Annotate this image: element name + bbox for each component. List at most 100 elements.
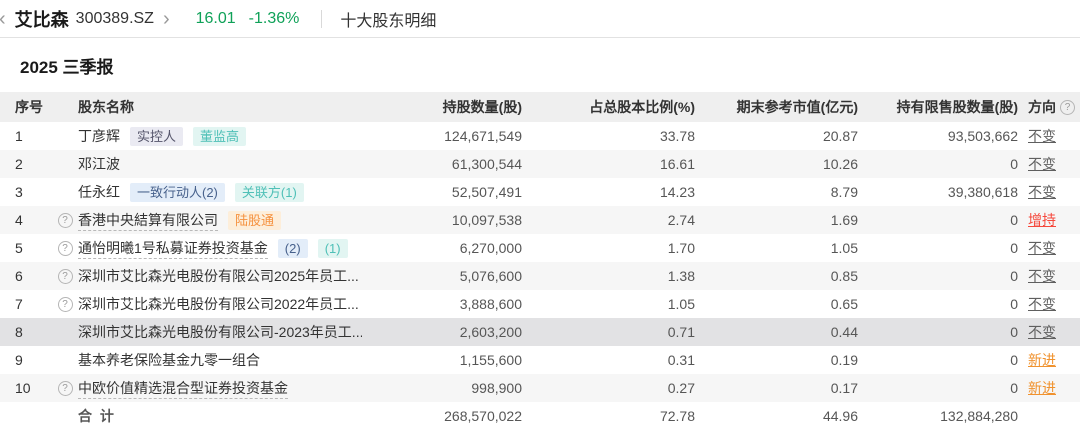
shareholder-name[interactable]: 香港中央結算有限公司 [78,210,218,231]
shareholder-tag: 一致行动人(2) [130,182,225,202]
table-row[interactable]: 7 ? 深圳市艾比森光电股份有限公司2022年员工... 3,888,600 1… [0,290,1080,318]
row-index: 10 [15,380,31,396]
help-icon[interactable]: ? [57,212,73,228]
market-value: 8.79 [830,184,858,200]
help-icon[interactable]: ? [57,296,73,312]
row-index: 7 [15,296,23,312]
shareholder-tag: 关联方(1) [234,182,304,202]
direction-link[interactable]: 不变 [1028,324,1056,340]
shares-held: 5,076,600 [459,268,522,284]
shareholder-name[interactable]: 中欧价值精选混合型证券投资基金 [78,378,288,399]
row-index: 3 [15,184,23,200]
help-icon[interactable]: ? [57,240,73,256]
pct-of-total: 33.78 [659,128,695,144]
direction-link[interactable]: 不变 [1028,156,1056,172]
shares-held: 3,888,600 [459,296,522,312]
back-chevron-icon[interactable]: ‹ [0,9,6,29]
report-period-title: 2025 三季报 [20,58,114,77]
pct-of-total: 16.61 [659,156,695,172]
row-index: 5 [15,240,23,256]
market-value: 0.44 [830,324,858,340]
shareholder-name: 基本养老保险基金九零一组合 [78,352,260,368]
stock-name: 艾比森 [14,9,69,30]
shareholder-tag: 陆股通 [228,210,282,230]
col-header-direction-label: 方向 [1028,99,1056,115]
forward-chevron-icon[interactable]: › [162,7,170,30]
shares-held: 998,900 [471,380,522,396]
shares-held: 1,155,600 [459,352,522,368]
restricted-shares: 0 [1010,352,1018,368]
table-header-row: 序号 股东名称 持股数量(股) 占总股本比例(%) 期末参考市值(亿元) 持有限… [0,92,1080,122]
table-row[interactable]: 6 ? 深圳市艾比森光电股份有限公司2025年员工... 5,076,600 1… [0,262,1080,290]
pct-of-total: 2.74 [667,212,695,228]
restricted-shares: 0 [1010,212,1018,228]
table-row[interactable]: 9 ? 基本养老保险基金九零一组合 1,155,600 0.31 0.19 0 … [0,346,1080,374]
table-row[interactable]: 3 ? 任永红 一致行动人(2)关联方(1) 52,507,491 14.23 … [0,178,1080,206]
direction-link[interactable]: 不变 [1028,268,1056,284]
pct-of-total: 1.38 [667,268,695,284]
col-header-restricted: 持有限售股数量(股) [896,99,1018,115]
table-row[interactable]: 5 ? 通怡明曦1号私募证券投资基金 (2) (1) 6,270,000 1.70… [0,234,1080,262]
shareholder-tag: (2) [277,238,308,258]
help-icon[interactable]: ? [57,380,73,396]
restricted-shares: 0 [1010,268,1018,284]
shareholder-name: 任永红 [78,184,120,200]
pct-of-total: 1.70 [667,240,695,256]
col-header-direction: 方向 ? [1018,97,1080,117]
shares-held: 124,671,549 [444,128,522,144]
row-index: 8 [15,324,23,340]
table-row[interactable]: 4 ? 香港中央結算有限公司 陆股通 10,097,538 2.74 1.69 … [0,206,1080,234]
restricted-shares: 0 [1010,156,1018,172]
restricted-shares: 39,380,618 [947,184,1018,200]
row-index: 4 [15,212,23,228]
total-pct: 72.78 [659,408,695,424]
shares-held: 6,270,000 [459,240,522,256]
total-restricted: 132,884,280 [940,408,1018,424]
direction-link[interactable]: 不变 [1028,128,1056,144]
pct-of-total: 1.05 [667,296,695,312]
market-value: 0.85 [830,268,858,284]
total-shares: 268,570,022 [444,408,522,424]
direction-link[interactable]: 不变 [1028,240,1056,256]
col-header-no: 序号 [15,99,43,115]
restricted-shares: 0 [1010,296,1018,312]
shares-held: 10,097,538 [451,212,522,228]
shareholder-tag: 董监高 [193,126,247,146]
col-header-shareholder-name: 股东名称 [78,99,134,115]
table-row[interactable]: 8 ? 深圳市艾比森光电股份有限公司-2023年员工... 2,603,200 … [0,318,1080,346]
table-row[interactable]: 2 ? 邓江波 61,300,544 16.61 10.26 0 不变 [0,150,1080,178]
table-row[interactable]: 10 ? 中欧价值精选混合型证券投资基金 998,900 0.27 0.17 0… [0,374,1080,402]
direction-link[interactable]: 增持 [1028,212,1056,228]
market-value: 20.87 [822,128,858,144]
market-value: 1.05 [830,240,858,256]
stock-change-percent: -1.36% [248,9,300,27]
direction-link[interactable]: 不变 [1028,184,1056,200]
market-value: 10.26 [822,156,858,172]
pct-of-total: 0.71 [667,324,695,340]
direction-link[interactable]: 新进 [1028,352,1056,368]
market-value: 0.17 [830,380,858,396]
restricted-shares: 0 [1010,240,1018,256]
shareholder-name: 深圳市艾比森光电股份有限公司-2023年员工... [78,324,362,340]
direction-link[interactable]: 不变 [1028,296,1056,312]
direction-link[interactable]: 新进 [1028,380,1056,396]
row-index: 6 [15,268,23,284]
pct-of-total: 0.27 [667,380,695,396]
shares-held: 61,300,544 [451,156,522,172]
shareholder-name[interactable]: 通怡明曦1号私募证券投资基金 [78,238,268,259]
market-value: 0.19 [830,352,858,368]
top-header-bar: ‹ 艾比森 300389.SZ › 16.01 -1.36% 十大股东明细 [0,0,1080,38]
vertical-divider [321,9,323,28]
pct-of-total: 14.23 [659,184,695,200]
stock-code: 300389.SZ [75,9,154,27]
shareholder-name: 深圳市艾比森光电股份有限公司2025年员工... [78,268,359,284]
shareholders-table: 序号 股东名称 持股数量(股) 占总股本比例(%) 期末参考市值(亿元) 持有限… [0,92,1080,430]
stock-price: 16.01 [195,9,236,27]
help-icon[interactable]: ? [57,268,73,284]
direction-help-icon[interactable]: ? [1060,99,1075,115]
page-title: 十大股东明细 [340,12,437,30]
table-total-row: 合 计 268,570,022 72.78 44.96 132,884,280 [0,402,1080,430]
pct-of-total: 0.31 [667,352,695,368]
